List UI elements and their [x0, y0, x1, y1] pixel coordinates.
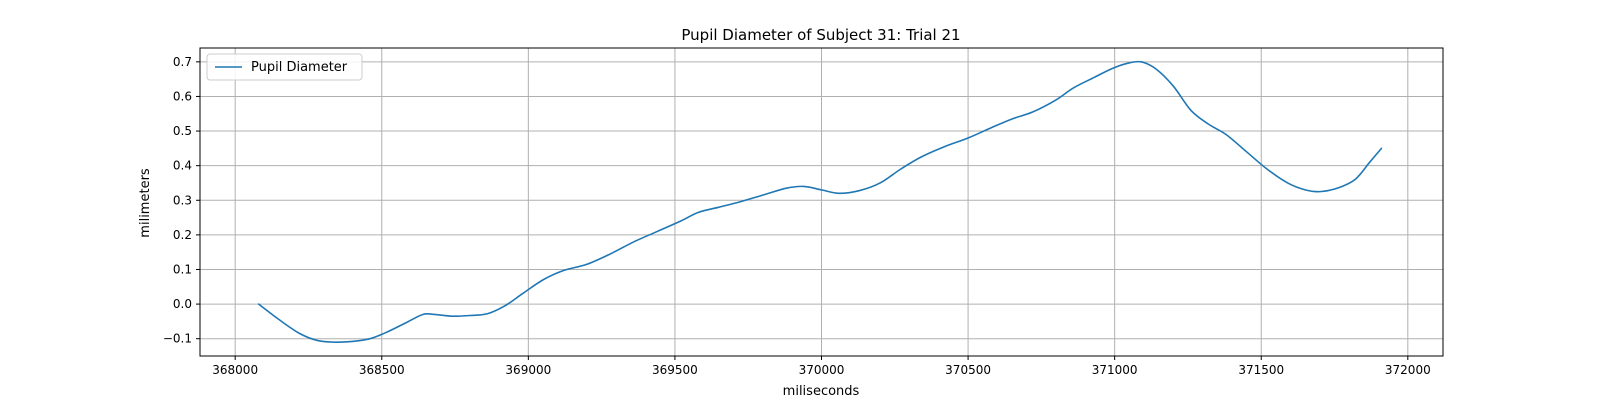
x-tick-label: 369000: [505, 363, 551, 377]
y-tick-label: 0.2: [173, 228, 192, 242]
y-axis-ticks: −0.1 0.0 0.1 0.2 0.3 0.4 0.5 0.6 0.7: [163, 55, 200, 346]
grid-lines: [200, 48, 1443, 356]
y-tick-label: −0.1: [163, 332, 192, 346]
x-tick-label: 370500: [945, 363, 991, 377]
x-tick-label: 368500: [359, 363, 405, 377]
x-axis-label: miliseconds: [783, 384, 860, 399]
x-tick-label: 369500: [652, 363, 698, 377]
y-tick-label: 0.1: [173, 262, 192, 276]
legend: Pupil Diameter: [206, 53, 363, 81]
x-axis-ticks: 368000 368500 369000 369500 370000 370500 3710…: [212, 356, 1431, 377]
y-tick-label: 0.4: [173, 159, 192, 173]
y-axis-label: milimeters: [138, 168, 153, 238]
y-tick-label: 0.6: [173, 89, 192, 103]
y-tick-label: 0.0: [173, 297, 192, 311]
x-tick-label: 372000: [1385, 363, 1431, 377]
y-tick-label: 0.3: [173, 193, 192, 207]
legend-box: [206, 53, 363, 81]
x-tick-label: 371500: [1238, 363, 1284, 377]
legend-label: Pupil Diameter: [251, 60, 348, 75]
x-tick-label: 370000: [799, 363, 845, 377]
x-tick-label: 371000: [1092, 363, 1138, 377]
y-tick-label: 0.7: [173, 55, 192, 69]
y-tick-label: 0.5: [173, 124, 192, 138]
pupil-diameter-line: [257, 60, 1383, 344]
chart-title: Pupil Diameter of Subject 31: Trial 21: [681, 26, 960, 44]
series-layer: [257, 60, 1383, 344]
x-tick-label: 368000: [212, 363, 258, 377]
